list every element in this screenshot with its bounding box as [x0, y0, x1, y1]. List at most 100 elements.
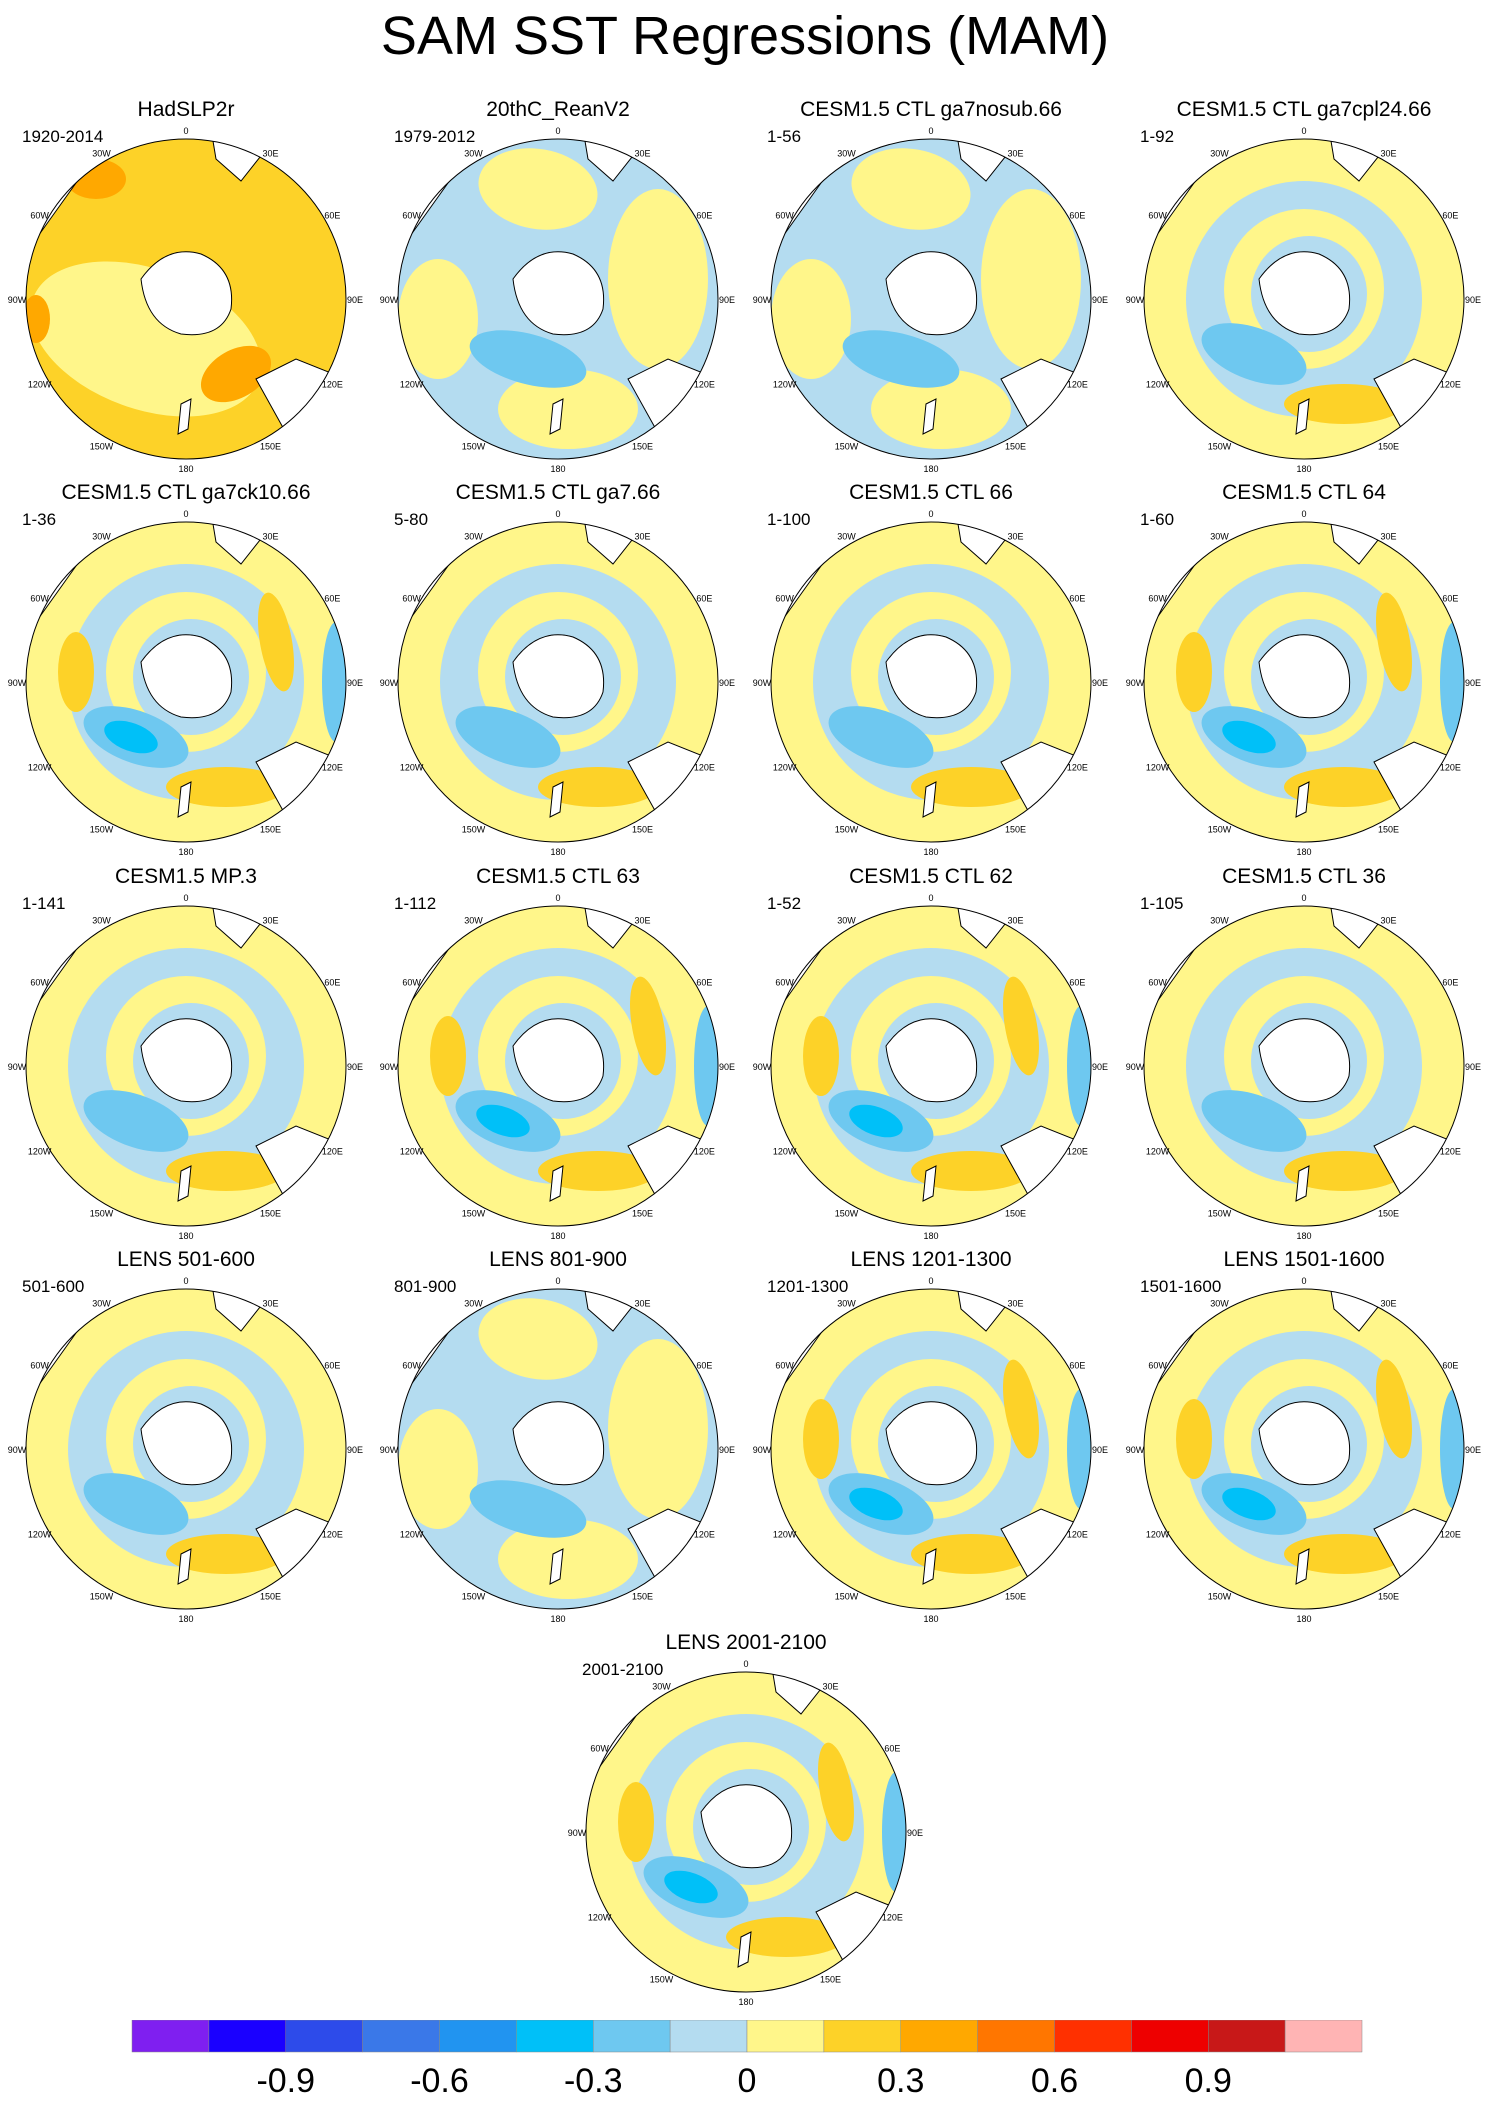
map-panel: 0 30E 60E 90E 120E 150E 180 150W 120W 90W 60W 30W LE…	[560, 1628, 932, 2012]
colorbar-tick-label: 0.3	[877, 2062, 924, 2100]
longitude-label: 90W	[380, 1445, 399, 1455]
longitude-label: 120E	[322, 380, 343, 390]
longitude-label: 120W	[28, 763, 52, 773]
new-zealand-land	[1295, 1548, 1310, 1585]
longitude-label: 150E	[632, 1208, 653, 1218]
polar-map: 0 30E 60E 90E 120E 150E 180 150W 120W 90W 60W 30W	[1126, 126, 1481, 474]
longitude-label: 60W	[1148, 978, 1167, 988]
longitude-label: 60E	[1069, 594, 1085, 604]
panel-period-label: 1501-1600	[1140, 1277, 1222, 1296]
longitude-label: 60E	[1069, 211, 1085, 221]
antarctica-land	[1258, 634, 1351, 719]
longitude-label: 60W	[402, 211, 421, 221]
longitude-label: 30E	[262, 149, 278, 159]
longitude-label: 30E	[1007, 149, 1023, 159]
antarctica-land	[700, 1784, 793, 1869]
longitude-label: 0	[555, 509, 560, 519]
negative-region	[455, 706, 561, 768]
longitude-label: 120E	[694, 1530, 715, 1540]
longitude-label: 60W	[590, 1744, 609, 1754]
longitude-label: 60E	[1442, 978, 1458, 988]
longitude-label: 30E	[1380, 916, 1396, 926]
longitude-label: 30E	[1007, 532, 1023, 542]
strong-negative-region	[476, 1104, 530, 1138]
longitude-label: 60E	[324, 1361, 340, 1371]
map-panel: 0 30E 60E 90E 120E 150E 180 150W 120W 90W 60W 30W LE…	[0, 1245, 372, 1629]
longitude-label: 30W	[92, 1299, 111, 1309]
longitude-label: 90E	[719, 1062, 735, 1072]
main-title: SAM SST Regressions (MAM)	[380, 6, 1110, 66]
longitude-label: 90W	[753, 1445, 772, 1455]
colorbar-swatch	[285, 2020, 363, 2053]
panel-period-label: 1-56	[767, 127, 802, 146]
longitude-label: 0	[555, 893, 560, 903]
map-boundary	[770, 138, 1092, 460]
map-boundary	[770, 1288, 1092, 1610]
longitude-label: 150E	[632, 441, 653, 451]
positive-region	[911, 1534, 1031, 1574]
longitude-label: 60E	[884, 1744, 900, 1754]
longitude-label: 30E	[262, 916, 278, 926]
panel-title: CESM1.5 MP.3	[114, 865, 257, 888]
longitude-label: 90W	[1126, 1445, 1145, 1455]
colorbar: -0.9 -0.6 -0.3 0 0.3 0.6 0.9	[131, 2020, 1363, 2100]
positive-region	[166, 1534, 286, 1574]
longitude-label: 150W	[1208, 1208, 1232, 1218]
longitude-label: 90W	[8, 1062, 27, 1072]
negative-region	[828, 706, 934, 768]
longitude-label: 180	[550, 847, 565, 857]
longitude-label: 90E	[347, 678, 363, 688]
longitude-label: 60W	[402, 1361, 421, 1371]
polar-map: 0 30E 60E 90E 120E 150E 180 150W 120W 90W 60W 30W	[380, 1276, 735, 1624]
map-boundary	[585, 1671, 907, 1993]
longitude-label: 60W	[775, 1361, 794, 1371]
map-panel: 0 30E 60E 90E 120E 150E 180 150W 120W 90W 60W 30W LE…	[372, 1245, 744, 1629]
longitude-label: 120W	[1146, 380, 1170, 390]
longitude-label: 90E	[347, 295, 363, 305]
positive-region	[1284, 1151, 1404, 1191]
colorbar-tick-label: -0.6	[410, 2062, 469, 2100]
map-panel: 0 30E 60E 90E 120E 150E 180 150W 120W 90W 60W 30W CE…	[372, 478, 744, 862]
longitude-label: 180	[1296, 847, 1311, 857]
longitude-label: 150W	[90, 441, 114, 451]
longitude-label: 30E	[634, 532, 650, 542]
antarctica-land	[885, 1018, 978, 1103]
map-panel: 0 30E 60E 90E 120E 150E 180 150W 120W 90W 60W 30W LE…	[745, 1245, 1117, 1629]
panel-title: CESM1.5 CTL ga7.66	[455, 481, 661, 504]
antarctica-land	[512, 634, 605, 719]
strong-negative-region	[664, 1870, 718, 1904]
map-panel: 0 30E 60E 90E 120E 150E 180 150W 120W 90W 60W 30W CE…	[0, 478, 372, 862]
antarctica-land	[512, 1401, 605, 1486]
longitude-label: 60W	[30, 1361, 49, 1371]
longitude-label: 180	[178, 1614, 193, 1624]
longitude-label: 150W	[90, 1208, 114, 1218]
longitude-label: 30E	[262, 532, 278, 542]
strong-positive-region	[66, 159, 126, 199]
panel-period-label: 1201-1300	[767, 1277, 849, 1296]
longitude-label: 90W	[8, 1445, 27, 1455]
colorbar-swatch	[516, 2020, 594, 2053]
longitude-label: 150W	[1208, 441, 1232, 451]
positive-region	[818, 1742, 854, 1842]
longitude-label: 30E	[1380, 1299, 1396, 1309]
map-panel: 0 30E 60E 90E 120E 150E 180 150W 120W 90W 60W 30W CE…	[1118, 95, 1490, 479]
longitude-label: 90W	[8, 678, 27, 688]
longitude-label: 150W	[835, 1591, 859, 1601]
longitude-label: 120W	[400, 1530, 424, 1540]
longitude-label: 180	[738, 1997, 753, 2007]
longitude-label: 90E	[719, 295, 735, 305]
polar-map: 0 30E 60E 90E 120E 150E 180 150W 120W 90W 60W 30W	[753, 893, 1108, 1241]
longitude-label: 150E	[260, 441, 281, 451]
weak-positive-region	[478, 1298, 598, 1380]
panel-period-label: 1-100	[767, 510, 811, 529]
longitude-label: 180	[923, 1614, 938, 1624]
positive-region	[1376, 592, 1412, 692]
longitude-label: 60E	[324, 211, 340, 221]
map-panel: 0 30E 60E 90E 120E 150E 180 150W 120W 90W 60W 30W LE…	[1118, 1245, 1490, 1629]
positive-region	[803, 1016, 839, 1096]
longitude-label: 180	[1296, 1614, 1311, 1624]
weak-positive-region	[851, 148, 971, 230]
antarctica-land	[885, 634, 978, 719]
longitude-label: 120W	[400, 763, 424, 773]
longitude-label: 150E	[260, 1591, 281, 1601]
